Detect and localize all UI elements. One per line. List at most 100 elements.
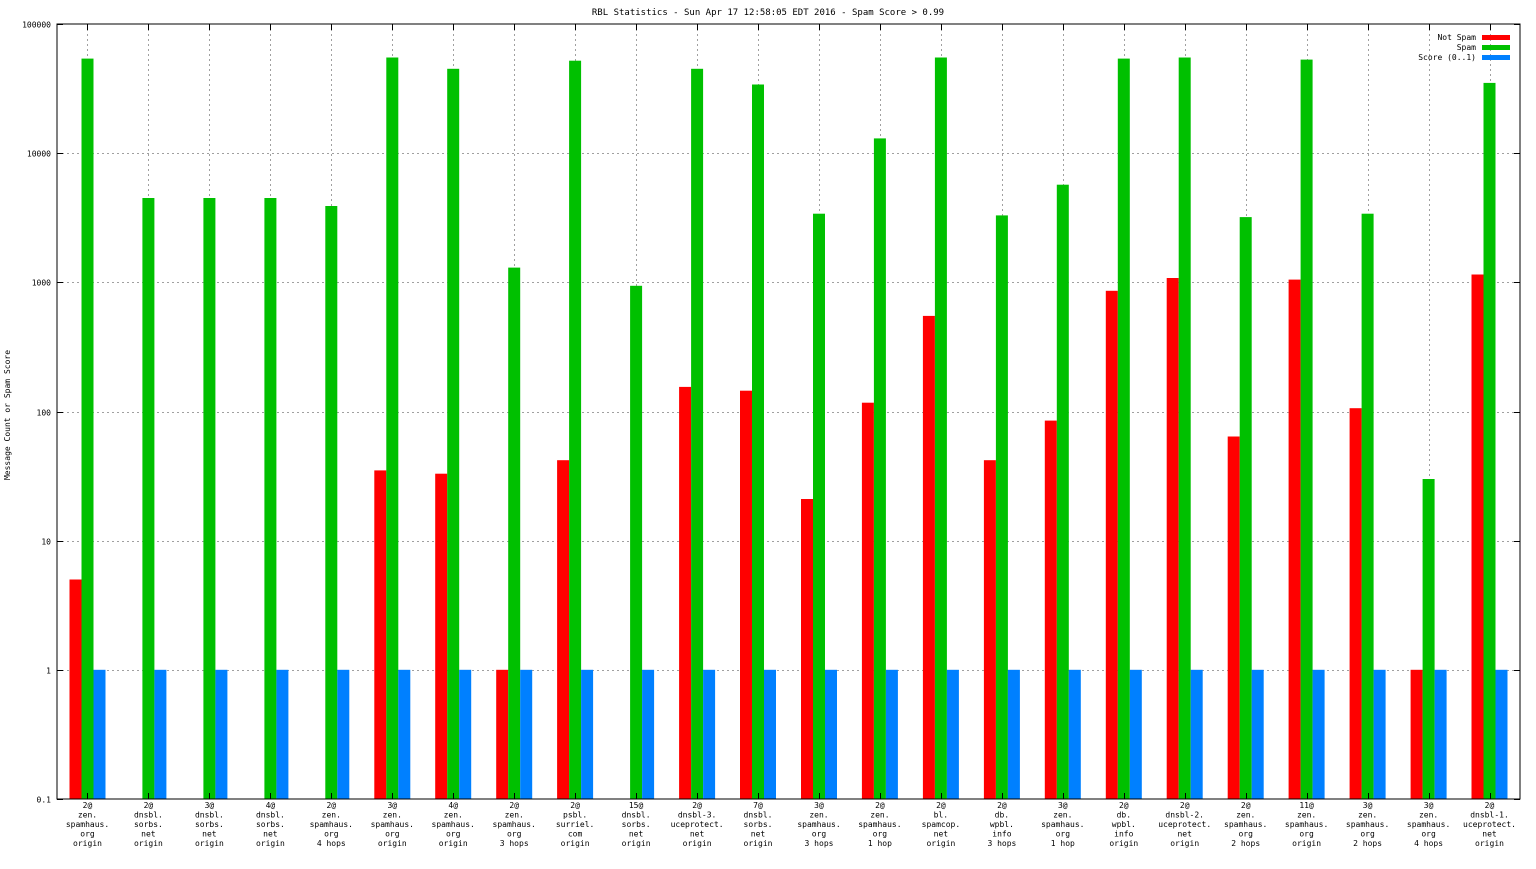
- bar-spam: [508, 267, 521, 800]
- bar-score-0-1: [215, 669, 228, 799]
- x-category-label: 2@ dnsbl. sorbs. net origin: [134, 801, 163, 848]
- bar-not-spam: [1349, 408, 1362, 799]
- x-category-label: 11@ zen. spamhaus. org origin: [1285, 801, 1328, 848]
- bar-spam: [752, 84, 764, 799]
- bar-spam: [386, 57, 399, 799]
- bar-spam: [630, 285, 643, 799]
- bar-not-spam: [374, 470, 387, 799]
- x-category-label: 4@ zen. spamhaus. org origin: [432, 801, 475, 848]
- bar-score-0-1: [825, 669, 837, 799]
- bar-score-0-1: [1251, 669, 1264, 799]
- bar-spam: [1422, 479, 1435, 799]
- bar-not-spam: [69, 579, 82, 799]
- y-tick-label: 100: [37, 409, 52, 418]
- x-category-label: 3@ zen. spamhaus. org 3 hops: [797, 801, 840, 848]
- bar-score-0-1: [1129, 669, 1142, 799]
- bar-score-0-1: [703, 669, 716, 799]
- x-category-label: 2@ db. wpbl. info origin: [1109, 801, 1138, 848]
- bar-score-0-1: [946, 669, 959, 799]
- plot-border: [56, 23, 1521, 800]
- bar-score-0-1: [764, 669, 776, 799]
- bar-score-0-1: [1190, 669, 1203, 799]
- y-axis-label: Message Count or Spam Score: [3, 350, 12, 480]
- bar-score-0-1: [337, 669, 350, 799]
- bar-score-0-1: [1312, 669, 1325, 799]
- bar-not-spam: [922, 315, 935, 799]
- chart-title: RBL Statistics - Sun Apr 17 12:58:05 EDT…: [592, 8, 944, 18]
- bar-score-0-1: [1434, 669, 1447, 799]
- bar-not-spam: [740, 390, 752, 799]
- bar-not-spam: [1044, 420, 1057, 799]
- x-axis-labels: 2@ zen. spamhaus. org origin 2@ dnsbl. sorbs. ne…: [66, 801, 1516, 848]
- bar-score-0-1: [93, 669, 106, 799]
- bar-not-spam: [1227, 436, 1240, 799]
- bar-score-0-1: [1007, 669, 1020, 799]
- x-category-label: 3@ zen. spamhaus. org 2 hops: [1346, 801, 1389, 848]
- bar-spam: [569, 60, 582, 799]
- bar-spam: [142, 198, 155, 799]
- legend-label: Spam: [1457, 43, 1476, 52]
- bar-not-spam: [801, 499, 813, 799]
- bar-spam: [873, 138, 886, 799]
- y-tick-label: 100000: [22, 21, 51, 30]
- x-category-label: 3@ zen. spamhaus. org 1 hop: [1041, 801, 1084, 848]
- bar-not-spam: [1410, 669, 1423, 799]
- legend-label: Score (0..1): [1418, 53, 1476, 62]
- bar-spam: [1300, 59, 1313, 800]
- y-tick-label: 0.1: [37, 796, 52, 805]
- bar-spam: [447, 68, 460, 800]
- bar-spam: [1178, 57, 1191, 799]
- x-category-label: 2@ zen. spamhaus. org 3 hops: [493, 801, 536, 848]
- bar-not-spam: [1288, 279, 1301, 800]
- x-category-label: 2@ dnsbl-3. uceprotect. net origin: [671, 801, 724, 848]
- x-category-label: 2@ dnsbl-1. uceprotect. net origin: [1463, 801, 1516, 848]
- bar-spam: [813, 213, 825, 799]
- y-tick-label: 1000: [32, 279, 51, 288]
- x-category-label: 2@ bl. spamcop. net origin: [922, 801, 961, 848]
- bar-spam: [1361, 213, 1374, 799]
- x-category-label: 3@ zen. spamhaus. org 4 hops: [1407, 801, 1450, 848]
- bar-spam: [203, 198, 216, 799]
- bar-not-spam: [1471, 274, 1484, 799]
- y-tick-label: 10: [41, 538, 51, 547]
- x-category-label: 2@ zen. spamhaus. org 4 hops: [310, 801, 353, 848]
- legend-swatch: [1482, 45, 1510, 50]
- x-category-label: 3@ dnsbl. sorbs. net origin: [195, 801, 224, 848]
- x-category-label: 2@ zen. spamhaus. org 2 hops: [1224, 801, 1267, 848]
- y-tick-label: 10000: [27, 150, 51, 159]
- bar-score-0-1: [581, 669, 594, 799]
- bar-spam: [264, 198, 277, 799]
- bar-not-spam: [557, 460, 570, 799]
- x-category-label: 2@ dnsbl-2. uceprotect. net origin: [1158, 801, 1211, 848]
- x-category-label: 2@ zen. spamhaus. org origin: [66, 801, 109, 848]
- bar-not-spam: [435, 473, 448, 799]
- bar-not-spam: [983, 460, 996, 799]
- bar-not-spam: [1105, 290, 1118, 799]
- y-axis-ticks: 0.1 1 10 100 1000 10000 100000: [22, 21, 1520, 805]
- x-category-label: 2@ zen. spamhaus. org 1 hop: [858, 801, 901, 848]
- x-category-label: 2@ db. wpbl. info 3 hops: [987, 801, 1016, 848]
- bar-spam: [1117, 58, 1130, 800]
- bar-score-0-1: [520, 669, 533, 799]
- bar-score-0-1: [276, 669, 289, 799]
- legend-swatch: [1482, 35, 1510, 40]
- bar-spam: [995, 215, 1008, 799]
- x-category-label: 2@ psbl. surriel. com origin: [556, 801, 595, 848]
- bar-score-0-1: [642, 669, 655, 799]
- bar-score-0-1: [1495, 669, 1508, 799]
- bar-score-0-1: [398, 669, 411, 799]
- y-tick-label: 1: [46, 667, 51, 676]
- x-category-label: 7@ dnsbl. sorbs. net origin: [744, 801, 773, 848]
- bar-not-spam: [861, 402, 874, 799]
- bars: [69, 57, 1508, 800]
- bar-spam: [691, 68, 704, 800]
- bar-spam: [1056, 184, 1069, 799]
- bar-score-0-1: [1373, 669, 1386, 799]
- bar-spam: [325, 206, 338, 799]
- bar-not-spam: [496, 669, 509, 799]
- x-category-label: 15@ dnsbl. sorbs. net origin: [622, 801, 651, 848]
- bar-spam: [1483, 82, 1496, 799]
